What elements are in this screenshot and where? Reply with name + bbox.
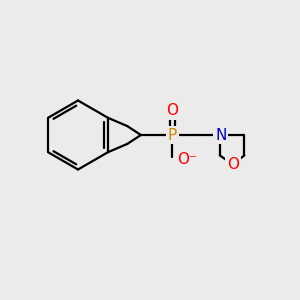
- Text: O⁻: O⁻: [177, 152, 197, 167]
- Text: O: O: [167, 103, 178, 118]
- Text: P: P: [168, 128, 177, 142]
- Text: O: O: [227, 157, 239, 172]
- Text: N: N: [215, 128, 227, 142]
